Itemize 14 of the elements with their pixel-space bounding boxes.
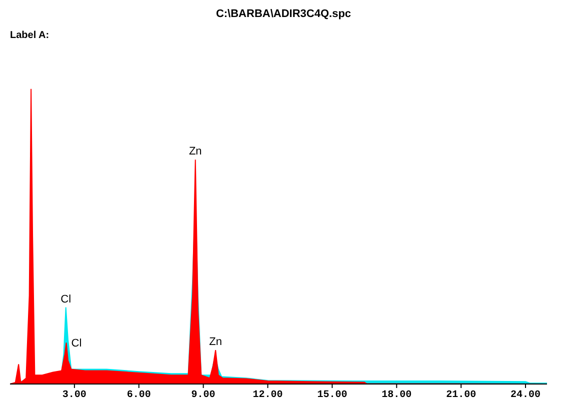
annotation: Cl xyxy=(60,293,72,306)
x-tick-label: 24.00 xyxy=(510,390,541,402)
x-tick-label: 12.00 xyxy=(252,390,283,402)
x-tick-label: 3.00 xyxy=(62,390,86,402)
chart-title: C:\BARBA\ADIR3C4Q.spc xyxy=(214,8,352,20)
text: Label A: xyxy=(10,30,50,41)
x-tick-label: 9.00 xyxy=(191,390,216,402)
annotation: Cl xyxy=(71,338,82,350)
x-tick-label: 21.00 xyxy=(446,390,476,402)
x-tick-label: 15.00 xyxy=(317,390,348,402)
x-tick-label: 6.00 xyxy=(126,390,151,402)
x-tick-label: 18.00 xyxy=(382,390,412,402)
annotation: Zn xyxy=(209,336,222,348)
annotation: Zn xyxy=(188,146,202,158)
